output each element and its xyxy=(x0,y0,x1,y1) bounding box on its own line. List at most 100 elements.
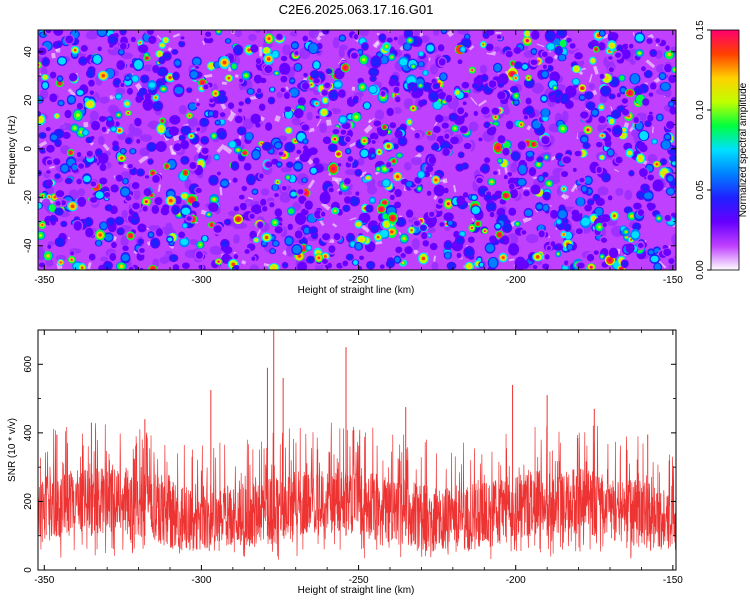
heatmap-cell xyxy=(583,125,593,135)
heatmap-cell xyxy=(544,56,554,64)
heatmap-cell xyxy=(667,100,675,108)
heatmap-cell xyxy=(302,148,313,158)
heatmap-cell xyxy=(523,207,534,218)
heatmap-cell xyxy=(512,74,520,82)
heatmap-cell xyxy=(327,186,336,194)
heatmap-cell xyxy=(242,161,253,172)
heatmap-cell xyxy=(527,165,538,178)
heatmap-cell xyxy=(240,149,249,157)
heatmap-cell xyxy=(189,69,199,80)
heatmap-low-blob xyxy=(41,198,51,208)
heatmap-cell xyxy=(48,91,59,104)
heatmap-low-blob xyxy=(429,64,439,75)
heatmap-cell xyxy=(209,132,218,140)
heatmap-cell xyxy=(319,191,331,205)
heatmap-cell xyxy=(349,50,360,62)
heatmap-cell xyxy=(435,114,444,123)
heatmap-cell xyxy=(251,204,263,215)
heatmap-cell xyxy=(81,129,90,137)
heatmap-streak xyxy=(359,171,368,178)
heatmap-cell xyxy=(60,220,68,228)
heatmap-cell xyxy=(557,123,569,134)
heatmap-cell xyxy=(416,170,426,179)
heatmap-cell xyxy=(378,33,387,42)
heatmap-cell xyxy=(358,54,369,65)
heatmap-cell xyxy=(543,153,550,161)
heatmap-streak xyxy=(247,196,254,200)
heatmap-cell xyxy=(479,105,491,116)
heatmap-cell xyxy=(246,88,255,95)
heatmap-cell xyxy=(309,70,321,79)
heatmap-cell xyxy=(112,144,120,152)
heatmap-cell xyxy=(109,182,121,195)
heatmap-cell xyxy=(54,236,66,248)
heatmap-cell xyxy=(132,58,144,72)
heatmap-low-blob xyxy=(366,185,378,195)
heatmap-streak xyxy=(361,224,370,233)
heatmap-cell xyxy=(370,55,382,69)
heatmap-cell xyxy=(282,91,292,100)
heatmap-cell xyxy=(417,51,425,57)
heatmap-cell xyxy=(155,50,165,58)
heatmap-cell xyxy=(134,138,142,145)
heatmap-cell xyxy=(653,262,663,270)
heatmap-cell xyxy=(620,259,629,269)
heatmap-cell xyxy=(106,116,114,122)
heatmap-cell xyxy=(321,96,329,105)
heatmap-cell xyxy=(289,189,298,199)
heatmap-cell xyxy=(665,187,676,196)
heatmap-streak xyxy=(593,65,599,75)
heatmap-cell xyxy=(221,253,231,264)
heatmap-low-blob xyxy=(510,162,518,173)
heatmap-cell xyxy=(415,145,424,153)
colorbar-gradient xyxy=(711,30,739,270)
heatmap-low-blob xyxy=(60,122,73,133)
heatmap-cell xyxy=(244,97,252,105)
heatmap-cell xyxy=(199,117,210,127)
heatmap-cell xyxy=(374,166,382,173)
heatmap-streak xyxy=(471,218,475,222)
heatmap-cell xyxy=(284,106,292,112)
heatmap-cell xyxy=(450,136,459,145)
heatmap-cell xyxy=(241,70,251,81)
heatmap-cell xyxy=(38,113,46,126)
heatmap-cell xyxy=(120,251,131,264)
heatmap-low-blob xyxy=(411,156,422,166)
snr-frame xyxy=(37,329,677,571)
heatmap-low-blob xyxy=(266,30,273,34)
heatmap-cell xyxy=(272,190,281,200)
heatmap-cell xyxy=(643,69,653,79)
heatmap-cell xyxy=(285,161,294,168)
heatmap-cell xyxy=(251,188,259,195)
heatmap-cell xyxy=(81,173,92,185)
heatmap-streak xyxy=(67,88,76,97)
heatmap-streak xyxy=(470,97,478,105)
heatmap-cell xyxy=(669,106,676,115)
heatmap-cell xyxy=(598,253,606,260)
heatmap-streak xyxy=(109,95,114,100)
heatmap-cell xyxy=(145,30,156,36)
heatmap-cell xyxy=(116,154,127,163)
heatmap-cell xyxy=(77,262,87,270)
heatmap-cell xyxy=(381,178,391,188)
heatmap-cell xyxy=(273,70,280,76)
heatmap-cell xyxy=(459,46,467,53)
heatmap-cell xyxy=(346,154,355,164)
heatmap-cell xyxy=(233,113,245,126)
heatmap-low-blob xyxy=(526,233,539,244)
heatmap-cell xyxy=(280,55,288,62)
heatmap-cell xyxy=(163,162,171,170)
heatmap-cell xyxy=(525,150,535,158)
heatmap-cell xyxy=(595,165,604,175)
heatmap-cell xyxy=(556,30,568,39)
heatmap-cell xyxy=(138,87,148,96)
heatmap-cell xyxy=(541,63,549,70)
y-tick-label: 400 xyxy=(23,424,34,441)
heatmap-cell xyxy=(268,262,280,270)
heatmap-cell xyxy=(648,81,658,91)
heatmap-cell xyxy=(231,176,239,184)
heatmap-streak xyxy=(478,99,487,107)
heatmap-cell xyxy=(364,174,373,182)
heatmap-streak xyxy=(202,40,206,46)
heatmap-cell xyxy=(393,94,402,104)
